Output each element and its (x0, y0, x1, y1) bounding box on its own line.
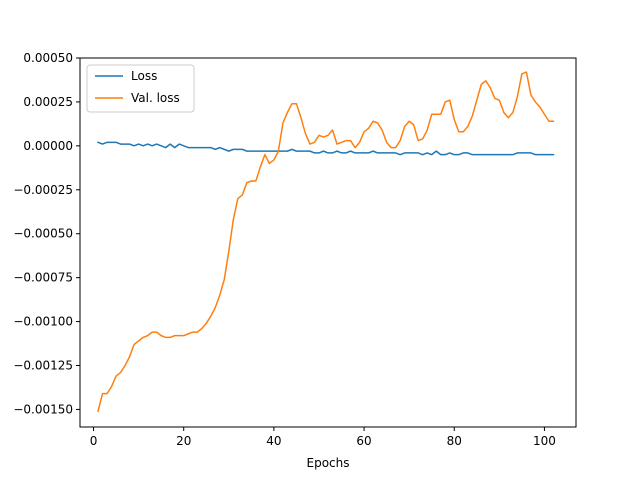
y-tick-label: 0.00050 (23, 51, 73, 65)
y-axis: 0.00050 0.00025 0.00000 −0.00025 −0.00050 −0.… (13, 51, 80, 416)
legend-label: Loss (131, 69, 157, 83)
x-tick-label: 80 (447, 434, 462, 448)
series-line-loss (97, 141, 555, 156)
legend: Loss Val. loss (86, 64, 195, 113)
y-tick-label: −0.00100 (13, 315, 73, 329)
x-tick-label: 40 (266, 434, 281, 448)
x-tick-label: 60 (356, 434, 371, 448)
y-tick-label: 0.00000 (23, 139, 73, 153)
series-layer (97, 71, 555, 413)
y-tick-label: 0.00025 (23, 95, 73, 109)
x-tick-label: 20 (176, 434, 191, 448)
y-tick-label: −0.00125 (13, 359, 73, 373)
x-tick-label: 0 (90, 434, 98, 448)
series-line-val-loss (97, 71, 555, 413)
x-axis: 0 20 40 60 80 100 (90, 427, 556, 448)
x-tick-label: 100 (533, 434, 556, 448)
x-axis-label: Epochs (307, 456, 350, 470)
y-tick-label: −0.00075 (13, 271, 73, 285)
y-tick-label: −0.00150 (13, 402, 73, 416)
axes-frame (79, 57, 577, 428)
y-tick-label: −0.00025 (13, 183, 73, 197)
legend-label: Val. loss (131, 91, 180, 105)
y-tick-label: −0.00050 (13, 227, 73, 241)
